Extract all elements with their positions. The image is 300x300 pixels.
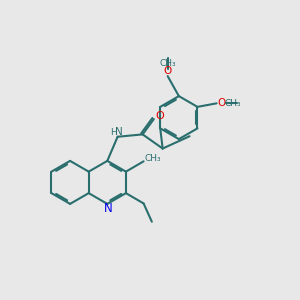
Text: CH₃: CH₃ <box>225 99 242 108</box>
Text: N: N <box>115 127 123 137</box>
Text: O: O <box>163 66 172 76</box>
Text: O: O <box>155 111 164 121</box>
Text: CH₃: CH₃ <box>159 58 176 68</box>
Text: N: N <box>103 202 112 215</box>
Text: O: O <box>218 98 226 108</box>
Text: H: H <box>110 128 117 136</box>
Text: CH₃: CH₃ <box>145 154 161 164</box>
